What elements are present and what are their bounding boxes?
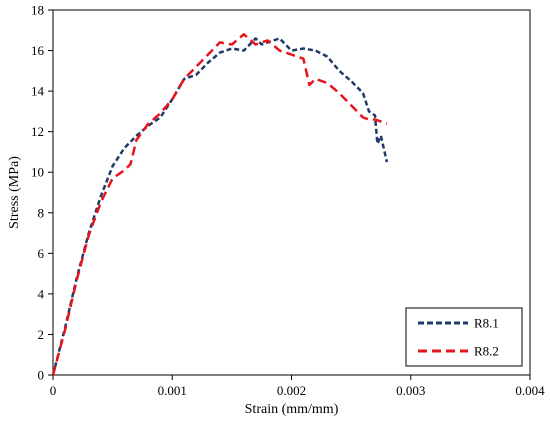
x-tick-label: 0.004: [515, 383, 545, 398]
y-tick-label: 14: [31, 84, 45, 99]
y-tick-label: 8: [38, 205, 45, 220]
y-tick-label: 4: [38, 286, 45, 301]
y-tick-label: 18: [31, 3, 44, 18]
x-axis-title: Strain (mm/mm): [245, 402, 339, 417]
y-tick-label: 12: [31, 124, 44, 139]
y-tick-label: 2: [38, 327, 45, 342]
legend: R8.1 R8.2: [405, 307, 523, 367]
x-tick-label: 0: [50, 383, 57, 398]
axis-ticks: 0 2 4 6 8 10 12 14 16 18 0 0.001 0.002 0.003 0.004: [31, 3, 545, 399]
y-tick-label: 0: [38, 368, 45, 383]
y-tick-label: 16: [31, 43, 45, 58]
y-tick-label: 6: [38, 246, 45, 261]
y-tick-label: 10: [31, 165, 44, 180]
series-lines: [51, 33, 389, 376]
x-tick-label: 0.002: [277, 383, 306, 398]
series-line-r8-1: [51, 37, 389, 376]
legend-box: [405, 307, 523, 367]
y-axis-title: Stress (MPa): [7, 156, 22, 229]
x-tick-label: 0.003: [396, 383, 425, 398]
legend-label-r8-2: R8.2: [474, 344, 499, 359]
legend-label-r8-1: R8.1: [474, 316, 499, 331]
x-tick-label: 0.001: [158, 383, 187, 398]
